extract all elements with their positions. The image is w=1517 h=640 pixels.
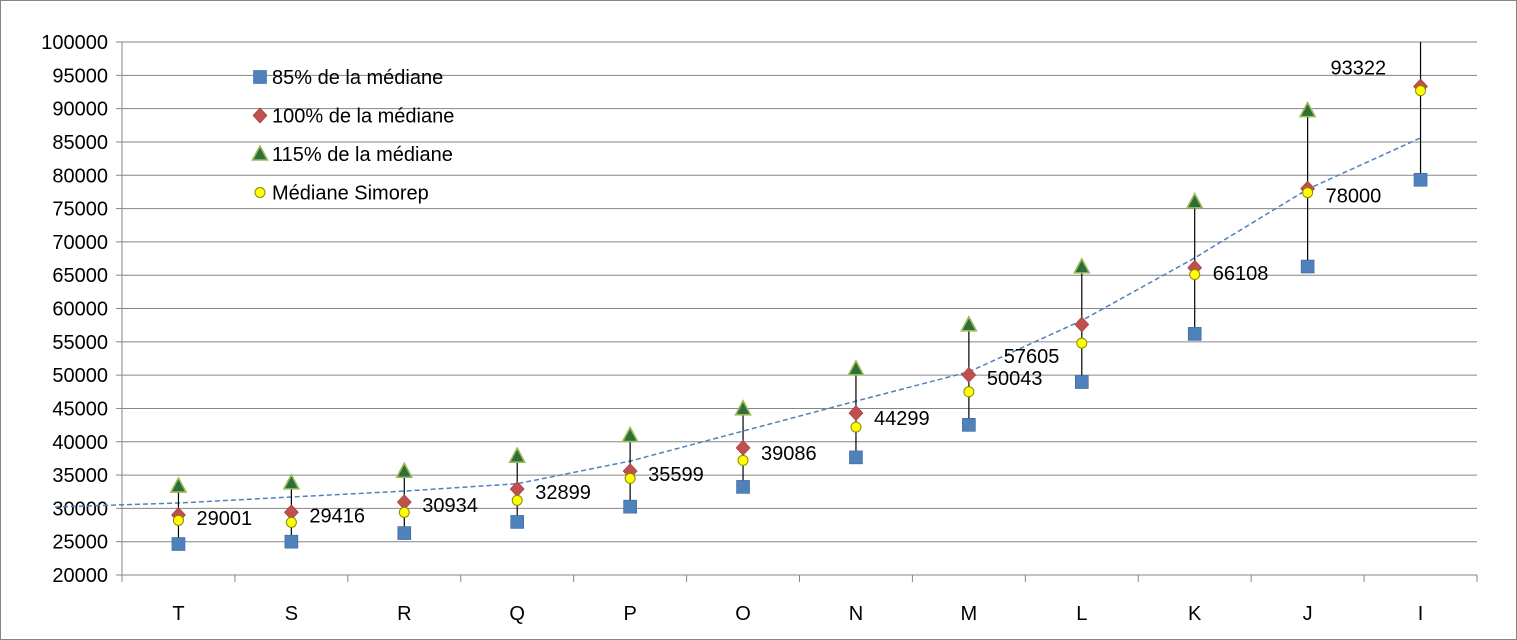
x-tick-label: N — [849, 603, 863, 625]
x-tick-label: K — [1188, 603, 1202, 625]
y-tick-label: 45000 — [52, 398, 108, 420]
y-tick-label: 65000 — [52, 265, 108, 287]
series-0-point — [510, 515, 525, 529]
y-tick-label: 55000 — [52, 332, 108, 354]
series-0-point — [1074, 375, 1089, 389]
data-label: 57605 — [1004, 346, 1060, 368]
data-label: 32899 — [535, 482, 591, 504]
legend-marker-0 — [253, 70, 267, 84]
legend: 85% de la médiane 100% de la médiane 115% … — [251, 67, 454, 205]
series-3-point — [1415, 85, 1427, 97]
legend-marker-2 — [251, 144, 269, 161]
y-tick-label: 60000 — [52, 299, 108, 321]
series-2-point — [395, 461, 414, 479]
series-3-point — [172, 514, 184, 526]
series-3-point — [398, 506, 410, 518]
y-tick-label: 20000 — [52, 565, 108, 587]
data-label: 35599 — [648, 464, 704, 486]
series-3-point — [963, 386, 975, 398]
data-label: 50043 — [987, 368, 1043, 390]
y-tick-label: 80000 — [52, 165, 108, 187]
series-markers — [169, 78, 1428, 551]
data-label: 29001 — [196, 508, 252, 530]
series-0-point — [171, 537, 186, 551]
series-2-point — [847, 359, 865, 376]
series-0-point — [962, 418, 976, 432]
series-0-point — [397, 526, 412, 540]
series-0-point — [623, 499, 637, 514]
series-2-point — [508, 446, 527, 463]
legend-label: 85% de la médiane — [272, 67, 443, 89]
x-tick-label: J — [1303, 603, 1313, 625]
series-2-point — [282, 473, 301, 490]
y-tick-label: 50000 — [52, 365, 108, 387]
y-tick-label: 30000 — [52, 498, 108, 520]
series-3-point — [1076, 337, 1088, 349]
data-label: 39086 — [761, 443, 817, 465]
series-3-point — [737, 454, 749, 466]
legend-label: 115% de la médiane — [272, 144, 453, 166]
legend-label: Médiane Simorep — [272, 183, 429, 205]
series-0-point — [1187, 327, 1202, 341]
gridlines — [116, 41, 1478, 582]
data-labels: 29001 29416 30934 32899 35599 39086 44299 50043… — [196, 57, 1386, 530]
series-2-point — [1298, 100, 1317, 118]
series-2-point — [621, 425, 639, 443]
series-0-point — [849, 450, 863, 465]
y-tick-label: 95000 — [52, 65, 108, 87]
x-tick-label: L — [1076, 603, 1087, 625]
data-label: 78000 — [1326, 186, 1382, 208]
data-label: 30934 — [422, 495, 478, 517]
series-3-point — [1302, 187, 1314, 199]
series-3-point — [1189, 269, 1201, 281]
series-1-point — [848, 405, 864, 422]
y-tick-label: 40000 — [52, 432, 108, 454]
series-3-point — [511, 494, 523, 506]
y-tick-label: 100000 — [41, 32, 108, 54]
y-tick-label: 25000 — [52, 532, 108, 554]
series-2-point — [169, 476, 188, 493]
x-tick-label: Q — [509, 603, 525, 625]
legend-marker-1 — [252, 107, 268, 124]
y-tick-label: 70000 — [52, 232, 108, 254]
y-tick-label: 35000 — [52, 465, 108, 487]
x-tick-label: O — [735, 603, 751, 625]
legend-label: 100% de la médiane — [272, 106, 454, 128]
series-1-point — [1074, 316, 1090, 333]
data-label: 93322 — [1331, 57, 1387, 79]
series-0-point — [1300, 259, 1315, 274]
series-2-point — [1185, 192, 1204, 209]
series-2-point — [960, 315, 978, 332]
y-tick-label: 75000 — [52, 199, 108, 221]
data-label: 29416 — [309, 505, 365, 527]
x-tick-label: T — [172, 603, 184, 625]
series-0-point — [736, 480, 750, 494]
series-0-point — [1413, 172, 1428, 187]
y-axis-ticks: 20000 25000 30000 35000 40000 45000 50000 55000… — [41, 32, 108, 587]
series-3-point — [850, 421, 862, 433]
x-tick-label: M — [961, 603, 978, 625]
series-3-point — [285, 516, 297, 528]
x-tick-label: P — [623, 603, 636, 625]
series-1-point — [961, 366, 977, 383]
series-2-point — [1072, 257, 1091, 274]
data-label: 66108 — [1213, 263, 1269, 285]
series-0-point — [284, 534, 299, 549]
data-label: 44299 — [874, 408, 930, 430]
x-tick-label: S — [285, 603, 298, 625]
legend-marker-3 — [254, 187, 266, 198]
y-tick-label: 90000 — [52, 99, 108, 121]
series-3-point — [624, 472, 636, 484]
x-tick-label: R — [397, 603, 411, 625]
y-tick-label: 85000 — [52, 132, 108, 154]
series-2-point — [734, 399, 752, 416]
x-tick-label: I — [1418, 603, 1424, 625]
